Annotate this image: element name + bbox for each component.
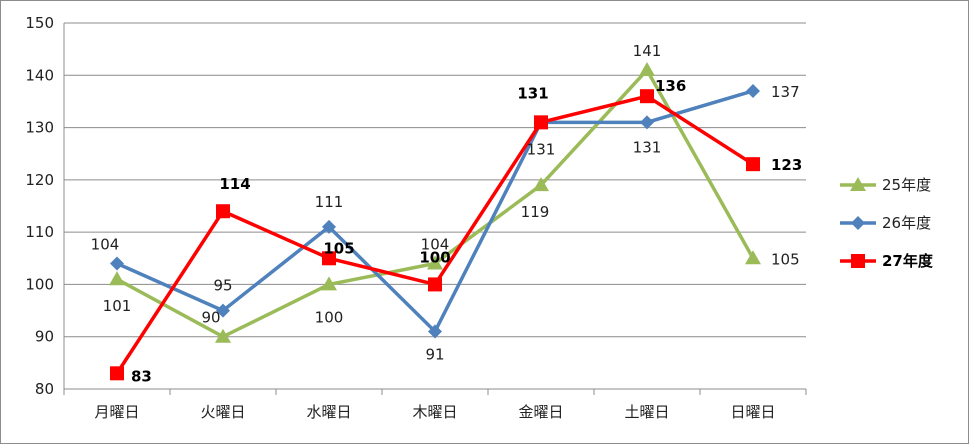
- data-label-25: 101: [103, 297, 132, 315]
- series-27-point: [110, 366, 124, 381]
- data-label-27: 114: [219, 175, 250, 193]
- data-label-26: 137: [771, 83, 800, 101]
- x-tick-label: 金曜日: [518, 403, 563, 421]
- series-line-26: [116, 89, 754, 335]
- series-25-point: [745, 250, 761, 265]
- legend-label-27: 27年度: [882, 252, 934, 270]
- series-26-point: [322, 219, 336, 234]
- series-25-point: [109, 271, 125, 286]
- series-27-point: [322, 251, 336, 266]
- data-label-26: 131: [527, 140, 556, 158]
- data-label-25: 100: [315, 308, 344, 326]
- series-26-point: [746, 83, 760, 98]
- data-label-25: 90: [201, 309, 220, 327]
- series-27-point: [534, 115, 548, 130]
- x-tick-label: 日曜日: [730, 403, 775, 421]
- data-label-27: 105: [323, 239, 354, 257]
- series-25-point: [427, 255, 443, 270]
- y-tick-label: 120: [25, 171, 54, 189]
- series-25-point: [321, 276, 337, 291]
- series-26-point: [216, 303, 230, 318]
- data-label-25: 105: [771, 250, 800, 268]
- x-tick-label: 木曜日: [412, 403, 457, 421]
- x-tick-label: 水曜日: [306, 403, 351, 421]
- series-26-point: [428, 324, 442, 339]
- series-26-point: [640, 115, 654, 130]
- x-tick-label: 土曜日: [624, 403, 669, 421]
- legend-marker-26: [851, 216, 865, 230]
- series-25-point: [533, 177, 549, 192]
- legend-label-26: 26年度: [882, 214, 931, 232]
- y-tick-label: 110: [25, 223, 54, 241]
- series-26-point: [110, 256, 124, 271]
- data-label-27: 136: [655, 77, 686, 95]
- y-tick-label: 140: [25, 66, 54, 84]
- series-25-point: [215, 328, 231, 343]
- series-27-point: [640, 89, 654, 104]
- y-tick-label: 150: [25, 14, 54, 32]
- data-label-27: 131: [517, 84, 548, 102]
- data-label-27: 100: [419, 248, 450, 266]
- y-tick-label: 130: [25, 119, 54, 137]
- data-label-27: 83: [131, 367, 152, 385]
- data-label-26: 104: [91, 236, 120, 254]
- data-label-26: 131: [633, 138, 662, 156]
- x-tick-label: 月曜日: [94, 403, 139, 421]
- series-27-point: [746, 157, 760, 172]
- legend-marker-27: [851, 254, 865, 268]
- data-label-26: 91: [425, 345, 444, 363]
- data-label-25: 141: [633, 42, 662, 60]
- series-27-point: [428, 277, 442, 292]
- data-label-25: 104: [421, 236, 450, 254]
- y-tick-label: 90: [35, 328, 54, 346]
- legend-marker-25: [850, 177, 866, 191]
- x-tick-label: 火曜日: [200, 403, 245, 421]
- data-label-25: 119: [521, 203, 550, 221]
- series-line-25: [116, 67, 755, 339]
- legend-label-25: 25年度: [882, 176, 931, 194]
- data-label-26: 111: [315, 193, 344, 211]
- data-label-26: 95: [213, 277, 232, 295]
- y-tick-label: 80: [35, 380, 54, 398]
- y-tick-label: 100: [25, 275, 54, 293]
- series-27-point: [216, 204, 230, 219]
- series-25-point: [639, 62, 655, 77]
- data-label-27: 123: [771, 156, 802, 174]
